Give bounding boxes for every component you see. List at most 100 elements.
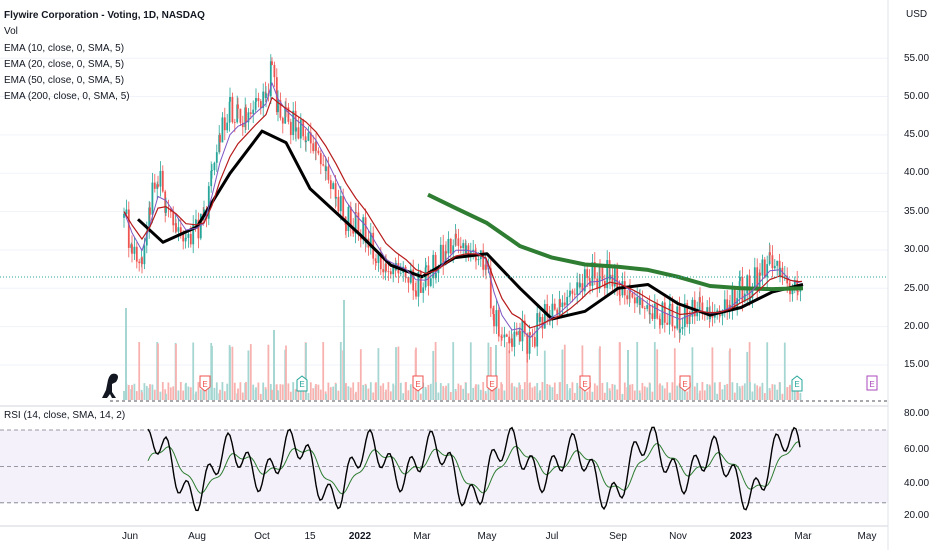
candle-body: [175, 223, 177, 232]
volume-bar: [395, 347, 397, 400]
volume-bar: [205, 387, 208, 400]
candle-body: [425, 265, 427, 268]
volume-bar: [462, 388, 465, 400]
candle-body: [789, 289, 791, 295]
candle-body: [265, 93, 267, 98]
candle-body: [455, 233, 457, 239]
rsi-tick-20: 20.00: [904, 510, 930, 521]
candle-body: [726, 299, 729, 312]
candle-body: [334, 183, 337, 199]
volume-bar: [339, 342, 342, 400]
volume-bar: [663, 388, 666, 400]
volume-bar: [347, 386, 350, 400]
volume-bar: [631, 384, 634, 400]
volume-bar: [415, 347, 417, 400]
indicator-ema-10[interactable]: EMA (10, close, 0, SMA, 5): [4, 42, 125, 54]
candle-body: [245, 107, 247, 123]
volume-bar: [576, 382, 579, 400]
candle-body: [673, 326, 676, 329]
time-tick-jun: Jun: [121, 531, 139, 542]
candle-body: [432, 254, 435, 279]
candle-body: [598, 266, 601, 289]
candle-body: [553, 303, 556, 310]
volume-bar: [619, 342, 621, 400]
candle-body: [639, 298, 641, 305]
volume-bar: [477, 384, 480, 400]
volume-bar: [352, 382, 355, 400]
candle-body: [377, 253, 380, 263]
candle-body: [352, 227, 355, 234]
volume-bar: [432, 350, 435, 400]
candle-body: [133, 246, 136, 254]
candle-body: [221, 117, 224, 143]
volume-bar: [659, 383, 661, 400]
earnings-marker-label: E: [582, 380, 587, 389]
volume-bar: [739, 388, 741, 400]
candle-body: [292, 110, 295, 136]
candle-body: [459, 245, 462, 249]
volume-bar: [799, 392, 802, 400]
volume-bar: [743, 383, 746, 400]
volume-bar: [699, 390, 701, 400]
volume-bar: [789, 384, 791, 400]
candle-body: [701, 302, 704, 312]
candle-body: [746, 275, 749, 294]
rsi-line: [147, 426, 801, 512]
volume-bar: [553, 382, 556, 400]
rsi-legend[interactable]: RSI (14, close, SMA, 14, 2): [4, 410, 126, 421]
volume-bar: [759, 386, 761, 400]
candle-body: [465, 245, 467, 254]
candle-body: [477, 259, 480, 261]
symbol-title[interactable]: Flywire Corporation - Voting, 1D, NASDAQ: [4, 10, 205, 21]
candle-body: [706, 307, 709, 314]
candle-body: [586, 269, 589, 278]
volume-bar: [439, 383, 442, 400]
candle-body: [699, 297, 701, 303]
candle-body: [233, 122, 236, 123]
candle-body: [681, 326, 684, 329]
volume-bar: [691, 347, 694, 400]
indicator-ema-20[interactable]: EMA (20, close, 0, SMA, 5): [4, 58, 125, 70]
candle-body: [153, 182, 156, 189]
candle-body: [500, 336, 503, 338]
volume-bar: [741, 385, 744, 400]
indicator-volume[interactable]: Vol: [4, 26, 18, 38]
volume-bar: [123, 390, 125, 400]
candle-body: [239, 108, 242, 123]
candle-body: [407, 277, 410, 283]
candle-body: [339, 195, 342, 212]
volume-bar: [427, 384, 430, 400]
volume-bar: [589, 382, 591, 400]
candle-body: [563, 302, 566, 306]
volume-bar: [779, 382, 781, 400]
candle-body: [281, 117, 284, 124]
volume-bar: [455, 391, 457, 400]
candle-body: [424, 267, 427, 288]
volume-spike: [495, 345, 497, 400]
candle-body: [185, 237, 187, 239]
volume-bar: [539, 390, 541, 400]
earnings-flag: [296, 375, 308, 392]
earnings-marker-label: E: [489, 380, 494, 389]
candle-body: [571, 290, 574, 294]
candle-body: [317, 150, 320, 154]
volume-bar: [312, 388, 315, 400]
volume-bar: [285, 345, 287, 400]
candle-body: [529, 332, 531, 336]
candle-body: [228, 101, 231, 123]
volume-bar: [543, 350, 546, 400]
volume-bar: [257, 382, 260, 400]
indicator-ema-200[interactable]: EMA (200, close, 0, SMA, 5): [4, 91, 130, 103]
volume-bar: [387, 382, 390, 400]
candle-body: [342, 195, 345, 217]
volume-bar: [711, 347, 714, 400]
volume-bar: [375, 382, 377, 400]
candle-body: [543, 304, 546, 329]
indicator-ema-50[interactable]: EMA (50, close, 0, SMA, 5): [4, 75, 125, 87]
candle-body: [434, 254, 437, 278]
volume-bar: [221, 382, 224, 400]
volume-bar: [791, 383, 794, 400]
volume-bar: [763, 393, 766, 400]
volume-bar: [723, 384, 726, 400]
